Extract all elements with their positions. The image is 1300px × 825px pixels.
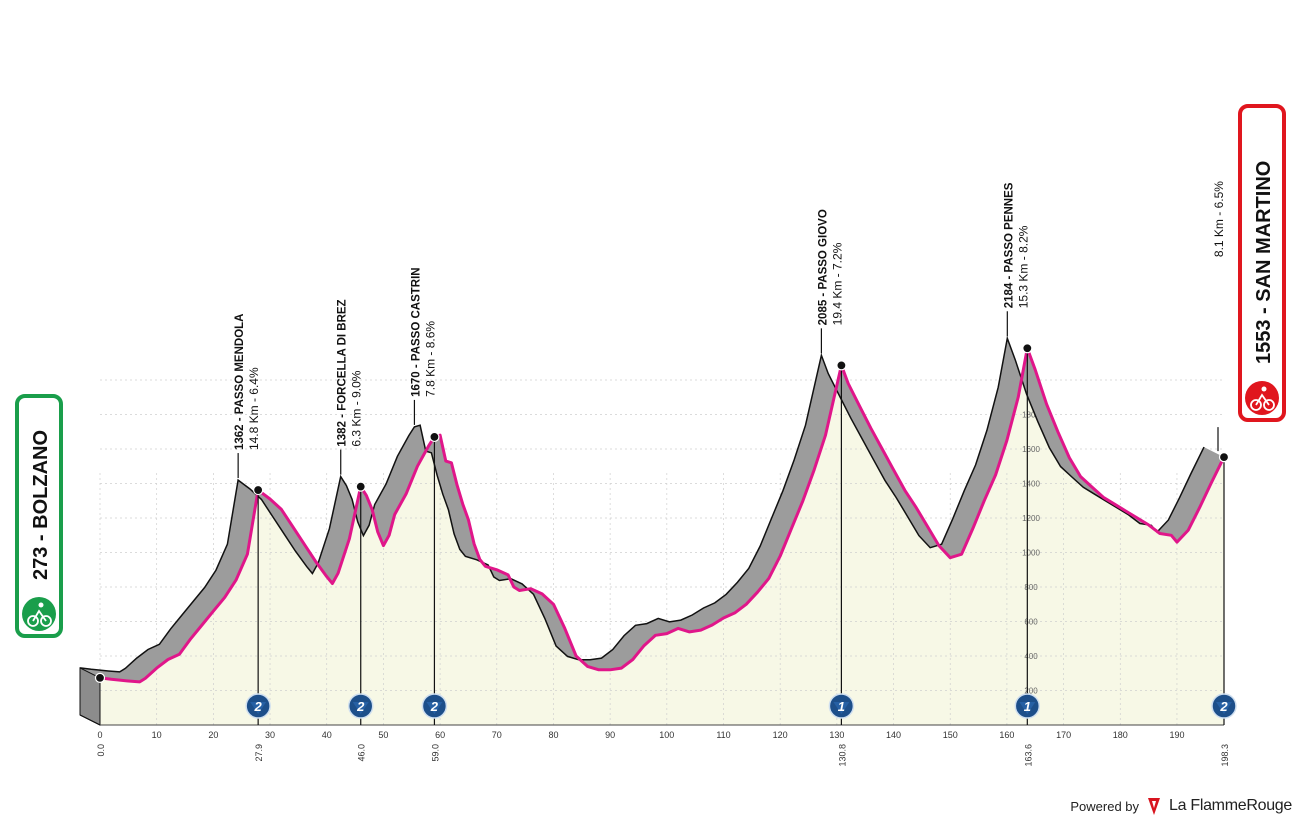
km-tick-label: 130 [829,730,844,740]
altitude-tick-label: 1800 [1022,411,1040,420]
poi-km-label: 27.9 [254,744,264,762]
climb-category-shape [250,702,267,714]
poi-name-label: 2085 - PASSO GIOVO [817,209,829,325]
poi-km-label: 46.0 [357,744,367,762]
km-tick-label: 160 [999,730,1014,740]
km-tick-label: 50 [378,730,388,740]
poi-marker [94,672,106,684]
poi-climb-label: 8.1 Km - 6.5% [1212,181,1226,257]
poi-name-label: 1382 - FORCELLA DI BREZ [337,299,349,446]
km-tick-label: 170 [1056,730,1071,740]
km-tick-label: 40 [322,730,332,740]
profile-area [100,348,1224,725]
profile-back-outline [79,335,1205,673]
powered-by-footer[interactable]: Powered by La FlammeRouge [1070,796,1292,816]
climb-category-number: 2 [430,699,439,714]
start-city-cyclist-icon [32,609,47,622]
km-tick-label: 20 [208,730,218,740]
start-city-cyclist-badge [22,597,56,631]
climb-category-number: 1 [838,699,845,714]
finish-city-cyclist-icon [1255,393,1270,406]
poi-name-label: 1670 - PASSO CASTRIN [410,267,422,397]
km-tick-label: 190 [1169,730,1184,740]
climb-category-shape [1019,702,1036,714]
route-line [99,346,1226,684]
brand-name: La FlammeRouge [1169,797,1292,814]
start-city-frame [15,394,63,638]
poi-marker [1022,343,1033,354]
finish-city-label: 1553 - SAN MARTINO [1253,161,1275,364]
start-city-cyclist-icon [38,602,44,608]
km-tick-label: 30 [265,730,275,740]
poi-marker [355,481,366,492]
km-tick-label: 80 [548,730,558,740]
powered-by-label: Powered by [1070,798,1140,814]
climb-category-number: 1 [1024,699,1031,714]
km-tick-label: 110 [716,730,730,740]
finish-city-cyclist-badge [1245,381,1279,415]
poi-marker [429,431,440,443]
km-tick-label: 0 [97,730,102,740]
poi-name-label: 2184 - PASSO PENNES [1003,182,1015,308]
poi-km-label: 59.0 [430,744,440,762]
climb-category-shape [352,702,369,714]
poi-climb-label: 15.3 Km - 8.2% [1016,225,1030,308]
altitude-tick-label: 1400 [1022,480,1040,489]
poi-climb-label: 6.3 Km - 9.0% [350,370,364,446]
km-tick-label: 180 [1113,730,1128,740]
climb-category-number: 2 [254,699,263,714]
altitude-tick-label: 1000 [1022,549,1040,558]
start-city-cyclist-icon [27,615,39,627]
finish-city-cyclist-icon [1263,399,1275,411]
finish-city-cyclist-icon [1250,399,1262,411]
poi-km-label: 198.3 [1220,744,1230,767]
km-tick-label: 100 [659,730,674,740]
poi-marker [836,360,847,371]
poi-climb-label: 19.4 Km - 7.2% [830,242,844,325]
poi-name-label: 1362 - PASSO MENDOLA [234,314,246,451]
climb-category-number: 2 [1219,699,1228,714]
altitude-tick-label: 1200 [1022,514,1040,523]
altitude-tick-label: 400 [1024,652,1038,661]
altitude-tick-label: 800 [1024,583,1038,592]
climb-category-number: 2 [356,699,365,714]
flame-logo-icon [1148,798,1161,815]
altitude-tick-label: 200 [1024,687,1038,696]
poi-marker [253,484,264,496]
poi-climb-label: 14.8 Km - 6.4% [247,367,261,450]
km-tick-label: 60 [435,730,445,740]
poi-climb-label: 7.8 Km - 8.6% [423,321,437,397]
poi-km-label: 0.0 [96,744,106,757]
profile-base-edge [79,714,101,726]
start-city-cyclist-icon [40,615,52,627]
km-tick-label: 90 [605,730,615,740]
km-tick-label: 150 [943,730,958,740]
poi-km-label: 163.6 [1023,744,1033,767]
climb-category-shape [1216,702,1232,714]
km-tick-label: 10 [152,730,162,740]
finish-city-cyclist-icon [1261,386,1267,392]
altitude-tick-label: 1600 [1022,445,1040,454]
km-tick-label: 70 [492,730,502,740]
poi-marker [1218,452,1230,463]
km-tick-label: 140 [886,730,901,740]
altitude-tick-label: 600 [1024,618,1038,627]
finish-city-frame [1238,104,1286,422]
km-tick-label: 120 [773,730,788,740]
start-city-label: 273 - BOLZANO [30,430,52,580]
climb-category-shape [833,702,850,714]
climb-category-shape [426,702,443,714]
poi-km-label: 130.8 [837,744,847,767]
